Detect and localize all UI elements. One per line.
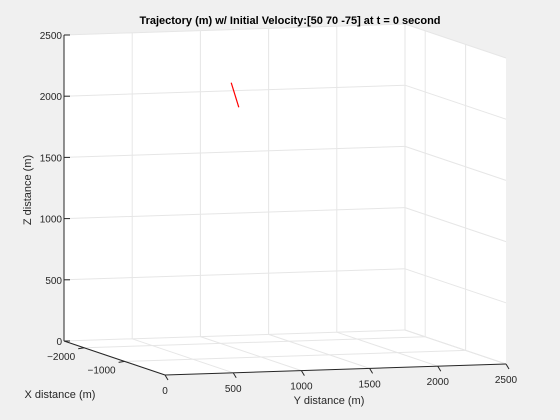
right-pane: [405, 24, 506, 364]
z-tick-label: 2500: [40, 31, 63, 42]
grid-line: [124, 349, 466, 362]
grid-line: [63, 84, 406, 97]
floor-pane: [64, 330, 506, 375]
axes-edges: [63, 35, 507, 376]
y-tick-label: 0: [162, 386, 168, 397]
grid-line: [404, 23, 507, 59]
y-tick: [232, 372, 237, 379]
x-tick: [78, 347, 85, 350]
tick-marks: [64, 34, 510, 381]
chart-title: Trajectory (m) w/ Initial Velocity:[50 7…: [139, 15, 440, 27]
z-tick-label: 1000: [40, 215, 63, 226]
grid-line: [63, 329, 406, 342]
grid-line: [336, 331, 438, 367]
grid-line: [132, 338, 234, 374]
y-tick-label: 2000: [427, 377, 450, 388]
x-axis-label: X distance (m): [25, 389, 96, 401]
grid-line: [404, 145, 507, 181]
y-tick: [164, 374, 169, 381]
back-pane: [64, 24, 405, 341]
y-axis-line: [164, 363, 507, 376]
grid-line: [404, 329, 507, 365]
y-tick-label: 1000: [290, 382, 313, 393]
grid-line: [63, 23, 406, 36]
grid-line: [200, 336, 302, 372]
axes-panes: [64, 24, 506, 375]
plot-area: [230, 82, 240, 108]
y-tick: [369, 368, 374, 374]
grid-line: [63, 207, 406, 220]
y-tick: [437, 365, 442, 372]
grid-lines: [63, 23, 507, 376]
z-tick-label: 0: [56, 337, 62, 348]
x-tick: [118, 360, 125, 363]
trajectory-line: [230, 82, 240, 108]
y-axis-label: Y distance (m): [294, 395, 365, 407]
x-tick-label: −2000: [47, 352, 76, 363]
y-tick: [505, 363, 510, 370]
z-axis-label: Z distance (m): [22, 155, 34, 225]
x-axis-line: [63, 340, 166, 376]
x-tick-label: −1000: [88, 365, 117, 376]
grid-line: [63, 145, 406, 158]
z-tick-label: 1500: [40, 153, 63, 164]
z-tick-label: 2000: [40, 92, 63, 103]
grid-line: [404, 84, 507, 120]
z-tick-label: 500: [45, 276, 62, 287]
tick-labels: 0 500 1000 1500 2000 2500 −2000 −1000 0 500 1000 15…: [40, 31, 518, 397]
grid-line: [84, 336, 426, 349]
y-tick-label: 500: [225, 384, 242, 395]
y-tick-label: 1500: [358, 379, 381, 390]
grid-line: [404, 268, 507, 304]
grid-line: [404, 207, 507, 243]
grid-line: [268, 333, 370, 369]
y-tick-label: 2500: [495, 375, 518, 386]
y-tick: [300, 370, 305, 376]
grid-line: [63, 268, 406, 281]
